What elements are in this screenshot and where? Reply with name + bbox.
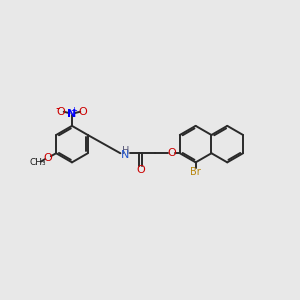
Text: -: - (55, 102, 59, 115)
Text: O: O (56, 107, 65, 117)
Text: O: O (44, 153, 52, 163)
Text: H: H (122, 146, 129, 156)
Text: CH₃: CH₃ (29, 158, 46, 167)
Text: +: + (70, 106, 76, 115)
Text: N: N (121, 150, 130, 160)
Text: O: O (167, 148, 176, 158)
Text: Br: Br (190, 167, 201, 177)
Text: O: O (136, 165, 145, 175)
Text: N: N (67, 109, 76, 119)
Text: O: O (79, 107, 88, 117)
